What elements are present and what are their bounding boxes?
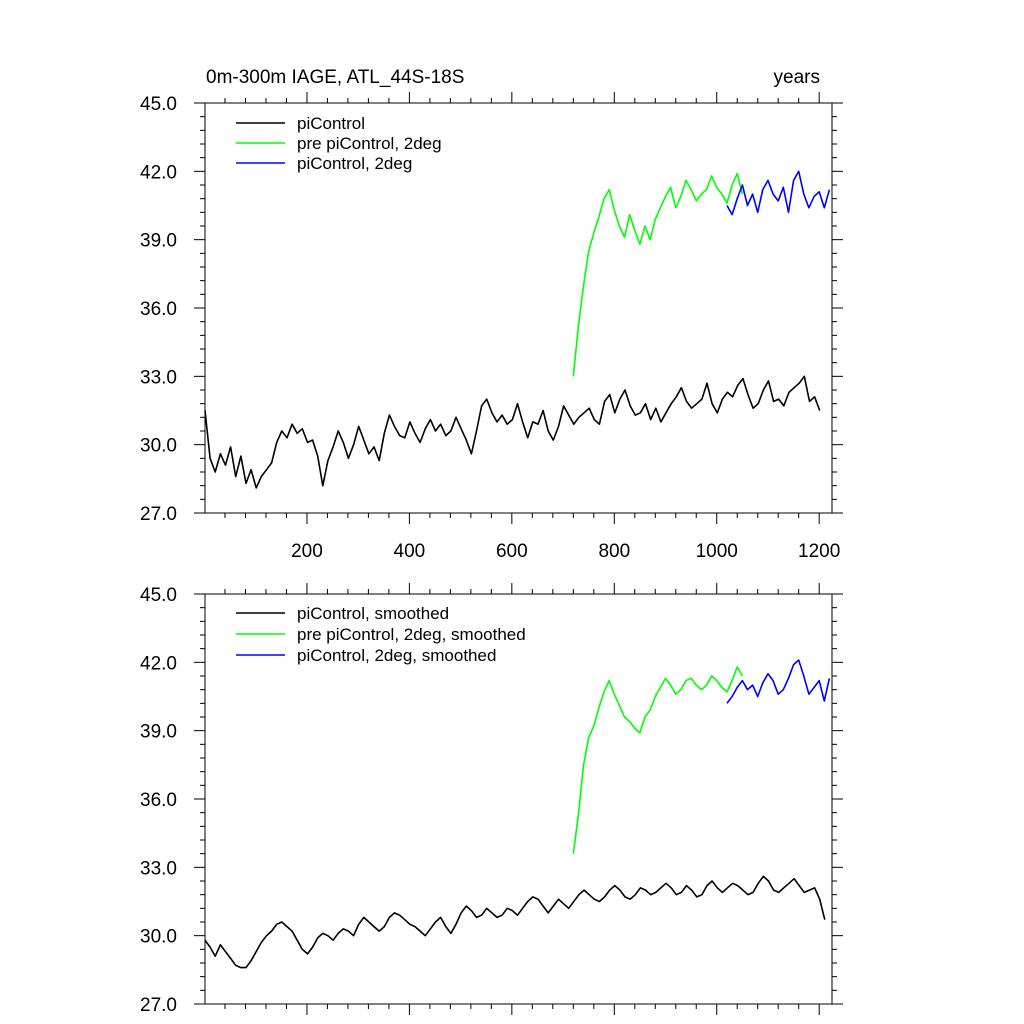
top-x-tick-label: 600	[496, 541, 528, 562]
series-line-picontrol-2deg-smoothed	[726, 659, 831, 704]
legend-label-picontrol-2deg-smoothed: piControl, 2deg, smoothed	[297, 646, 496, 665]
bottom-y-tick-label: 27.0	[140, 995, 177, 1016]
bottom-y-tick-label: 36.0	[140, 790, 177, 811]
top-y-tick-label: 30.0	[140, 436, 177, 457]
top-x-tick-label: 800	[598, 541, 630, 562]
top-panel-units: years	[774, 67, 820, 88]
top-y-tick-label: 27.0	[140, 504, 177, 525]
top-x-tick-label: 1200	[798, 541, 840, 562]
top-y-tick-label: 42.0	[140, 162, 177, 183]
bottom-y-tick-label: 30.0	[140, 927, 177, 948]
legend-label-picontrol-2deg: piControl, 2deg	[297, 154, 412, 173]
top-series-group	[204, 170, 831, 489]
bottom-axis-ticks	[194, 583, 843, 1015]
top-y-tick-label: 33.0	[140, 367, 177, 388]
top-x-tick-label: 400	[394, 541, 426, 562]
bottom-y-tick-labels: 27.0 30.0 33.0 36.0 39.0 42.0 45.0	[140, 585, 177, 1016]
series-line-picontrol-smoothed	[204, 875, 826, 969]
top-x-tick-labels: 200 400 600 800 1000 1200	[291, 541, 840, 562]
top-y-tick-label: 45.0	[140, 94, 177, 115]
series-line-picontrol	[204, 375, 821, 489]
top-x-tick-label: 1000	[696, 541, 738, 562]
bottom-y-tick-label: 42.0	[140, 653, 177, 674]
legend-label-pre-picontrol-2deg: pre piControl, 2deg	[297, 134, 442, 153]
legend-label-picontrol: piControl	[297, 114, 365, 133]
bottom-legend: piControl, smoothed pre piControl, 2deg,…	[236, 604, 526, 665]
top-y-tick-labels: 27.0 30.0 33.0 36.0 39.0 42.0 45.0	[140, 94, 177, 525]
top-axis-ticks	[194, 92, 843, 524]
bottom-y-tick-label: 33.0	[140, 858, 177, 879]
bottom-y-tick-label: 39.0	[140, 722, 177, 743]
series-line-picontrol-2deg	[726, 170, 831, 216]
top-y-tick-label: 36.0	[140, 299, 177, 320]
top-panel: 0m-300m IAGE, ATL_44S-18S years 200 400 …	[140, 67, 843, 562]
series-line-pre-picontrol-2deg-smoothed	[572, 666, 744, 854]
legend-label-picontrol-smoothed: piControl, smoothed	[297, 604, 449, 623]
series-line-pre-picontrol-2deg	[572, 172, 744, 377]
top-x-tick-label: 200	[291, 541, 323, 562]
bottom-series-group	[204, 659, 831, 969]
top-panel-title: 0m-300m IAGE, ATL_44S-18S	[206, 67, 464, 88]
top-legend: piControl pre piControl, 2deg piControl,…	[236, 114, 442, 173]
top-y-tick-label: 39.0	[140, 231, 177, 252]
bottom-panel: 27.0 30.0 33.0 36.0 39.0 42.0 45.0 piCon…	[140, 583, 843, 1016]
legend-label-pre-picontrol-2deg-smoothed: pre piControl, 2deg, smoothed	[297, 625, 526, 644]
bottom-y-tick-label: 45.0	[140, 585, 177, 606]
